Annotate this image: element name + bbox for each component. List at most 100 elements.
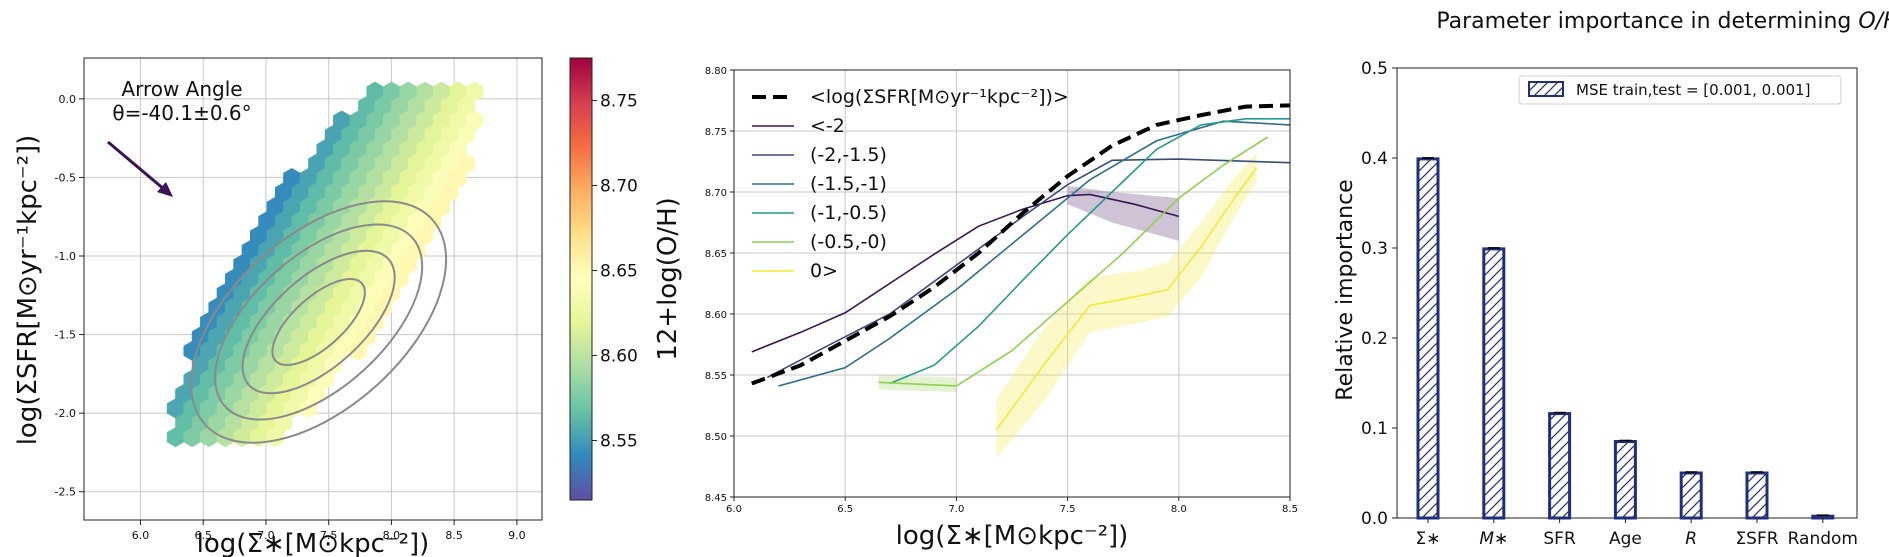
bar-x-tick-label: R xyxy=(1685,529,1697,549)
bar-title: Parameter importance in determining O/H xyxy=(1436,9,1889,34)
line-band xyxy=(1067,185,1179,241)
hexbin-y-label: log(ΣSFR[M⊙yr⁻¹kpc⁻²]) xyxy=(13,135,43,446)
line-y-tick-label: 8.80 xyxy=(705,66,727,77)
bar-y-tick-label: 0.0 xyxy=(1361,509,1388,529)
colorbar: 8.75 8.70 8.65 8.60 8.55 12+log(O/H) xyxy=(569,57,683,501)
density-contour xyxy=(271,277,366,367)
line-series-path xyxy=(751,193,1180,353)
hexbin-x-tick-label: 6.0 xyxy=(132,529,150,542)
line-y-tick-label: 8.70 xyxy=(705,188,727,199)
line-series-path xyxy=(751,103,1290,386)
line-legend: <log(ΣSFR[M⊙yr⁻¹kpc⁻²])> <-2 (-2,-1.5) (-1.… xyxy=(752,86,1069,282)
line-legend-label: (-1.5,-1) xyxy=(810,173,887,195)
bar-x-ticks: Σ∗ M∗ SFR Age R ΣSFR Random xyxy=(1416,518,1858,549)
bar-legend-label: MSE train,test = [0.001, 0.001] xyxy=(1576,81,1810,99)
hexbin-y-tick-label: -2.5 xyxy=(55,486,76,499)
line-x-tick-label: 7.0 xyxy=(948,504,964,515)
hexbin-x-tick-label: 7.0 xyxy=(257,529,275,542)
density-contour xyxy=(190,200,448,444)
density-contours xyxy=(190,200,448,444)
line-y-tick-label: 8.65 xyxy=(705,249,727,260)
hexbin-x-tick-label: 6.5 xyxy=(194,529,212,542)
bar-legend: MSE train,test = [0.001, 0.001] xyxy=(1518,75,1842,105)
line-series xyxy=(751,103,1290,431)
bar xyxy=(1811,514,1835,520)
hexbin-annotation-title: Arrow Angle xyxy=(121,77,242,101)
line-series-path xyxy=(878,136,1269,387)
density-contour xyxy=(241,249,396,395)
bar xyxy=(1613,440,1637,520)
line-y-ticks: 8.80 8.75 8.70 8.65 8.60 8.55 8.50 8.45 xyxy=(705,66,734,504)
colorbar-tick-label: 8.75 xyxy=(600,92,638,112)
panel-bar: Parameter importance in determining O/H … xyxy=(1333,9,1889,549)
bar-y-tick-label: 0.3 xyxy=(1361,239,1388,259)
line-y-tick-label: 8.55 xyxy=(705,371,727,382)
line-series-path xyxy=(778,120,1290,387)
hexbin-y-tick-label: -1.0 xyxy=(55,250,76,263)
hexbin-x-tick-label: 8.5 xyxy=(445,529,463,542)
line-y-tick-label: 8.60 xyxy=(705,310,727,321)
hexbin-y-tick-label: 0.0 xyxy=(59,93,77,106)
bar-x-tick-label: M∗ xyxy=(1479,529,1508,549)
bar-x-tick-label: Age xyxy=(1609,529,1642,549)
line-x-tick-label: 8.5 xyxy=(1282,504,1298,515)
bar-x-tick-label: ΣSFR xyxy=(1735,529,1778,549)
bar-y-tick-label: 0.5 xyxy=(1361,59,1388,79)
hexbin-x-label: log(Σ∗[M⊙kpc⁻²]) xyxy=(197,529,430,557)
panel-hexbin: 6.0 6.5 7.0 7.5 8.0 8.5 9.0 0.0 -0.5 -1.0 -1.5 -2.… xyxy=(13,57,543,557)
line-frame xyxy=(733,69,1291,498)
hexbin-annotation-value: θ=-40.1±0.6° xyxy=(112,101,251,125)
line-series-path xyxy=(766,158,1290,379)
bar-x-tick-label: Σ∗ xyxy=(1416,529,1441,549)
hexbin-x-ticks: 6.0 6.5 7.0 7.5 8.0 8.5 9.0 xyxy=(132,520,526,542)
hexbin-frame xyxy=(83,57,543,521)
bar-x-tick-label: Random xyxy=(1788,529,1858,549)
hexbin-x-tick-label: 9.0 xyxy=(508,529,526,542)
line-y-tick-label: 8.75 xyxy=(705,127,727,138)
bar-y-label: Relative importance xyxy=(1333,179,1358,400)
hexbin-x-tick-label: 8.0 xyxy=(383,529,401,542)
colorbar-label: 12+log(O/H) xyxy=(653,197,683,361)
line-series-path xyxy=(889,118,1290,385)
hexbin-y-tick-label: -2.0 xyxy=(55,407,76,420)
bar xyxy=(1548,412,1572,520)
line-series-path xyxy=(995,167,1258,431)
bar-y-tick-label: 0.4 xyxy=(1361,149,1388,169)
line-y-tick-label: 8.50 xyxy=(705,432,727,443)
hexbin-y-tick-label: -1.5 xyxy=(55,329,76,342)
colorbar-ticks: 8.75 8.70 8.65 8.60 8.55 xyxy=(592,92,638,452)
line-legend-label: (-0.5,-0) xyxy=(810,231,887,253)
line-legend-label: (-1,-0.5) xyxy=(810,202,887,224)
line-legend-label: <-2 xyxy=(810,115,845,137)
line-legend-label: <log(ΣSFR[M⊙yr⁻¹kpc⁻²])> xyxy=(810,86,1069,108)
bar-y-ticks: 0.0 0.1 0.2 0.3 0.4 0.5 xyxy=(1361,59,1397,529)
line-legend-label: (-2,-1.5) xyxy=(810,144,887,166)
line-x-tick-label: 6.5 xyxy=(837,504,853,515)
hexbin-y-tick-label: -0.5 xyxy=(55,171,76,184)
panel-line: 6.0 6.5 7.0 7.5 8.0 8.5 8.808.758.708.658.608… xyxy=(705,66,1298,551)
line-x-tick-label: 7.5 xyxy=(1060,504,1076,515)
bar-series xyxy=(1416,157,1835,520)
arrow-icon xyxy=(107,140,173,197)
colorbar-tick-label: 8.55 xyxy=(600,432,638,452)
bar-y-tick-label: 0.1 xyxy=(1361,419,1388,439)
colorbar-tick-label: 8.60 xyxy=(600,347,638,367)
hexbin-x-tick-label: 7.5 xyxy=(320,529,338,542)
line-band xyxy=(996,152,1257,458)
colorbar-tick-label: 8.70 xyxy=(600,177,638,197)
bar xyxy=(1679,471,1703,520)
bar xyxy=(1745,471,1769,520)
bar xyxy=(1482,247,1506,520)
line-y-tick-label: 8.45 xyxy=(705,493,727,504)
line-x-tick-label: 8.0 xyxy=(1171,504,1187,515)
line-legend-label: 0> xyxy=(810,260,838,282)
colorbar-tick-label: 8.65 xyxy=(600,262,638,282)
bar-x-tick-label: SFR xyxy=(1543,529,1576,549)
hexbin-y-ticks: 0.0 -0.5 -1.0 -1.5 -2.0 -2.5 xyxy=(55,93,84,499)
line-x-label: log(Σ∗[M⊙kpc⁻²]) xyxy=(896,521,1129,551)
line-x-ticks: 6.0 6.5 7.0 7.5 8.0 8.5 xyxy=(726,497,1298,515)
bar-y-tick-label: 0.2 xyxy=(1361,329,1388,349)
bar xyxy=(1416,157,1440,520)
line-x-tick-label: 6.0 xyxy=(726,504,742,515)
